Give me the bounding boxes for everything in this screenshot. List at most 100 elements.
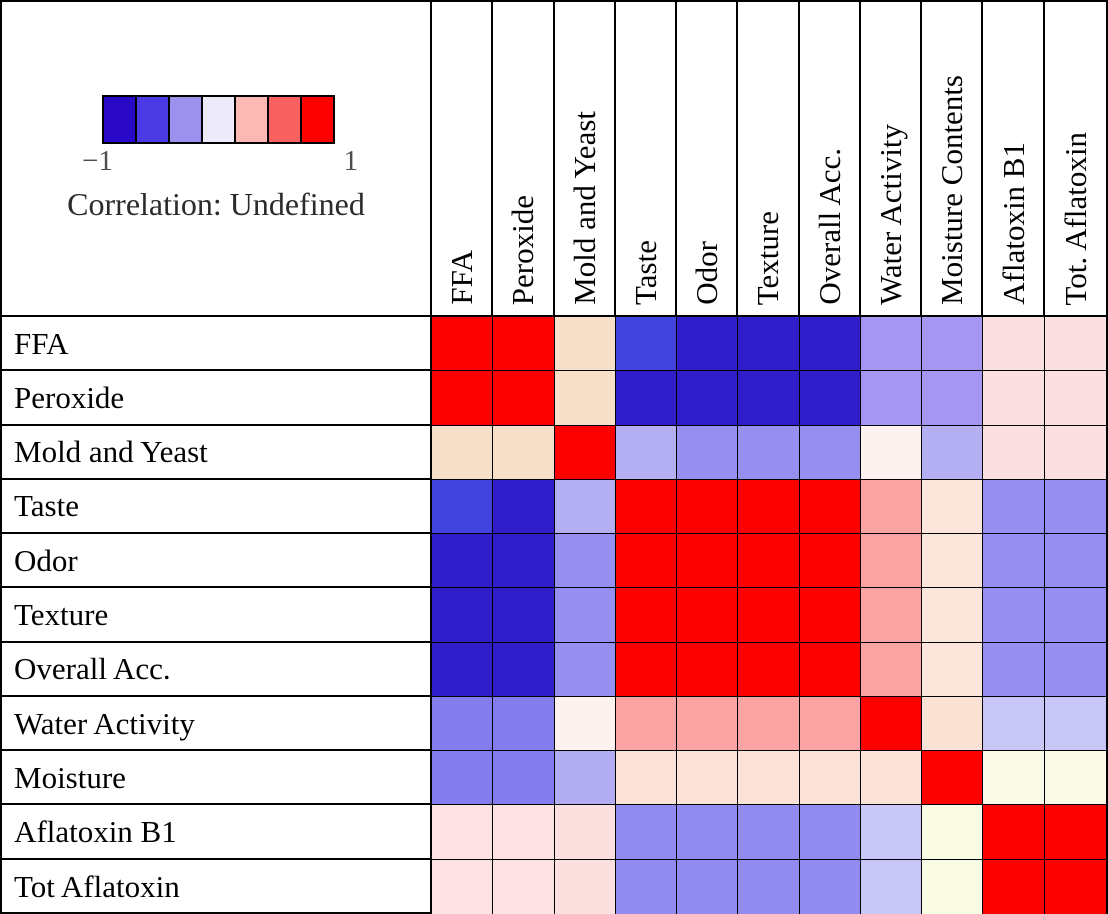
legend-swatch: [236, 97, 269, 142]
heatmap-cell: [493, 696, 555, 752]
legend-ticks: −1 1: [82, 145, 358, 178]
heatmap-cell: [983, 696, 1045, 752]
heatmap-cell: [677, 859, 739, 914]
heatmap-cell: [799, 479, 861, 535]
heatmap-cell: [860, 805, 923, 860]
heatmap-cell: [1044, 859, 1106, 914]
heatmap-cell: [493, 859, 555, 914]
heatmap-cell: [432, 642, 494, 697]
heatmap-cell: [493, 805, 555, 860]
column-header: Aflatoxin B1: [983, 2, 1045, 315]
heatmap-cell: [554, 479, 616, 535]
heatmap-cell: [493, 479, 555, 535]
heatmap-cell: [983, 751, 1045, 806]
heatmap-cell: [677, 317, 739, 372]
column-header: Moisture Contents: [922, 2, 984, 315]
row-label: FFA: [2, 317, 430, 372]
heatmap-cell: [922, 696, 984, 752]
heatmap-cell: [493, 751, 555, 806]
column-header: Peroxide: [493, 2, 555, 315]
legend-swatch: [170, 97, 203, 142]
heatmap-cell: [554, 588, 616, 643]
heatmap-cell: [432, 859, 494, 914]
heatmap-cell: [799, 425, 861, 480]
heatmap-cell: [922, 805, 984, 860]
heatmap-cell: [983, 588, 1045, 643]
legend-swatch: [137, 97, 170, 142]
column-header-label: Overall Acc.: [811, 148, 847, 305]
heatmap-cell: [860, 588, 923, 643]
heatmap-cell: [1044, 371, 1106, 426]
heatmap-cell: [1044, 425, 1106, 480]
heatmap-cell: [983, 425, 1045, 480]
column-header-label: Water Activity: [873, 124, 909, 305]
heatmap-grid: [430, 315, 1106, 914]
row-label: Moisture: [2, 751, 430, 806]
heatmap-cell: [860, 534, 923, 589]
heatmap-cell: [493, 371, 555, 426]
heatmap-cell: [615, 642, 678, 697]
row-label: Odor: [2, 534, 430, 589]
heatmap-cell: [432, 588, 494, 643]
row-label: Aflatoxin B1: [2, 805, 430, 860]
heatmap-cell: [983, 317, 1045, 372]
legend-swatch: [302, 97, 333, 142]
heatmap-cell: [554, 696, 616, 752]
column-header-label: Texture: [750, 210, 786, 305]
row-label: Taste: [2, 480, 430, 535]
column-header-label: Peroxide: [505, 194, 541, 305]
heatmap-cell: [738, 317, 800, 372]
heatmap-cell: [615, 317, 678, 372]
heatmap-cell: [799, 642, 861, 697]
legend-min-label: −1: [82, 145, 113, 177]
heatmap-cell: [799, 751, 861, 806]
column-header: Tot. Aflatoxin: [1045, 2, 1106, 315]
heatmap-cell: [677, 425, 739, 480]
column-header: Texture: [738, 2, 800, 315]
heatmap-cell: [860, 479, 923, 535]
heatmap-cell: [799, 317, 861, 372]
row-label: Peroxide: [2, 371, 430, 426]
row-label: Overall Acc.: [2, 643, 430, 697]
heatmap-cell: [738, 534, 800, 589]
heatmap-cell: [615, 859, 678, 914]
heatmap-cell: [738, 805, 800, 860]
heatmap-cell: [432, 751, 494, 806]
heatmap-cell: [493, 425, 555, 480]
heatmap-cell: [615, 534, 678, 589]
heatmap-cell: [922, 588, 984, 643]
heatmap-cell: [799, 805, 861, 860]
heatmap-cell: [799, 696, 861, 752]
heatmap-cell: [922, 751, 984, 806]
row-label: Mold and Yeast: [2, 426, 430, 480]
heatmap-cell: [432, 696, 494, 752]
heatmap-cell: [983, 479, 1045, 535]
heatmap-cell: [738, 425, 800, 480]
heatmap-cell: [677, 642, 739, 697]
column-header: Taste: [616, 2, 678, 315]
legend-swatch: [203, 97, 236, 142]
heatmap-cell: [983, 534, 1045, 589]
heatmap-cell: [738, 751, 800, 806]
heatmap-cell: [554, 425, 616, 480]
heatmap-cell: [677, 479, 739, 535]
column-header-label: Aflatoxin B1: [995, 142, 1031, 305]
heatmap-cell: [432, 317, 494, 372]
column-header: Overall Acc.: [800, 2, 861, 315]
heatmap-cell: [1044, 479, 1106, 535]
heatmap-cell: [493, 588, 555, 643]
heatmap-cell: [860, 859, 923, 914]
heatmap-cell: [922, 425, 984, 480]
heatmap-cell: [554, 534, 616, 589]
heatmap-cell: [983, 859, 1045, 914]
heatmap-cell: [1044, 642, 1106, 697]
heatmap-cell: [983, 642, 1045, 697]
heatmap-cell: [677, 696, 739, 752]
column-header-label: Taste: [627, 240, 663, 305]
heatmap-cell: [860, 371, 923, 426]
heatmap-cell: [983, 371, 1045, 426]
heatmap-cell: [922, 859, 984, 914]
column-header-label: Mold and Yeast: [566, 111, 602, 305]
heatmap-cell: [615, 588, 678, 643]
heatmap-cell: [738, 696, 800, 752]
